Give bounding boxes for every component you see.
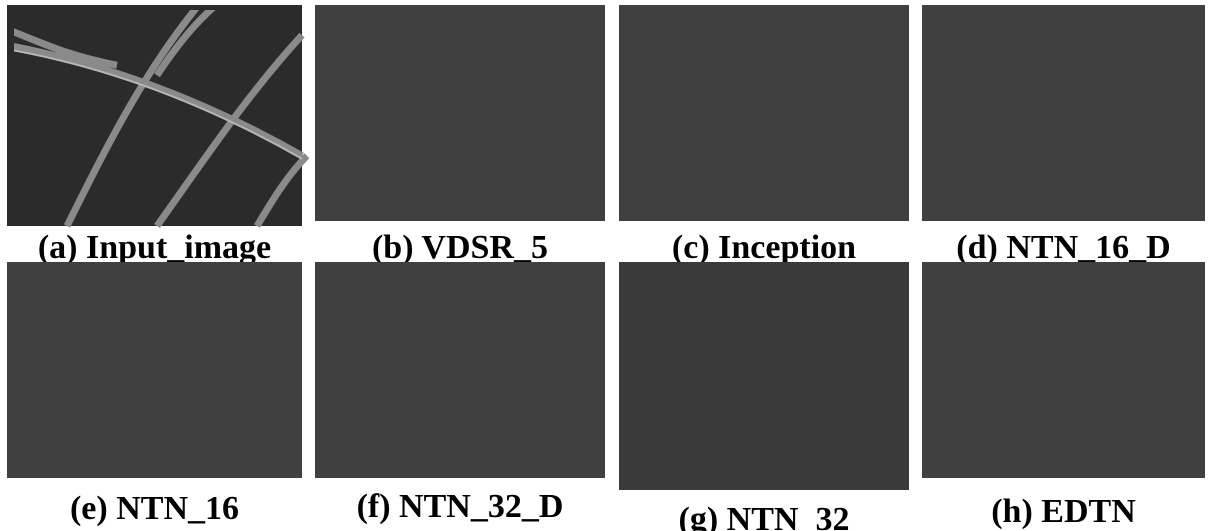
- panel: (f) NTN_32_D: [305, 252, 610, 525]
- panel-image: [315, 5, 605, 221]
- panel: (g) NTN_32: [609, 252, 914, 531]
- panel-caption: (h) EDTN: [991, 493, 1136, 530]
- panel-caption: (f) NTN_32_D: [357, 488, 564, 525]
- panel-caption: (a) Input_image: [38, 229, 271, 266]
- figure: (a) Input_image (b) VDSR_5 (c) Inception (d…: [0, 0, 1209, 531]
- panel-caption: (d) NTN_16_D: [956, 229, 1170, 266]
- panel: (b) VDSR_5: [305, 0, 610, 266]
- panel-caption: (c) Inception: [672, 229, 856, 266]
- panel: (a) Input_image: [0, 0, 307, 266]
- panel-image: [619, 262, 909, 490]
- panel-caption: (e) NTN_16: [70, 490, 239, 527]
- panel-image: [619, 5, 909, 221]
- panel-image: [315, 262, 605, 478]
- panel-caption: (b) VDSR_5: [372, 229, 548, 266]
- panel: (d) NTN_16_D: [912, 0, 1209, 266]
- panel-caption: (g) NTN_32: [679, 501, 850, 531]
- panel-image: [922, 262, 1205, 478]
- panel: (e) NTN_16: [0, 252, 307, 527]
- panel-image: [7, 5, 302, 226]
- panel-image: [7, 262, 302, 478]
- panel: (h) EDTN: [912, 252, 1209, 530]
- panel: (c) Inception: [609, 0, 914, 266]
- panel-image: [922, 5, 1205, 221]
